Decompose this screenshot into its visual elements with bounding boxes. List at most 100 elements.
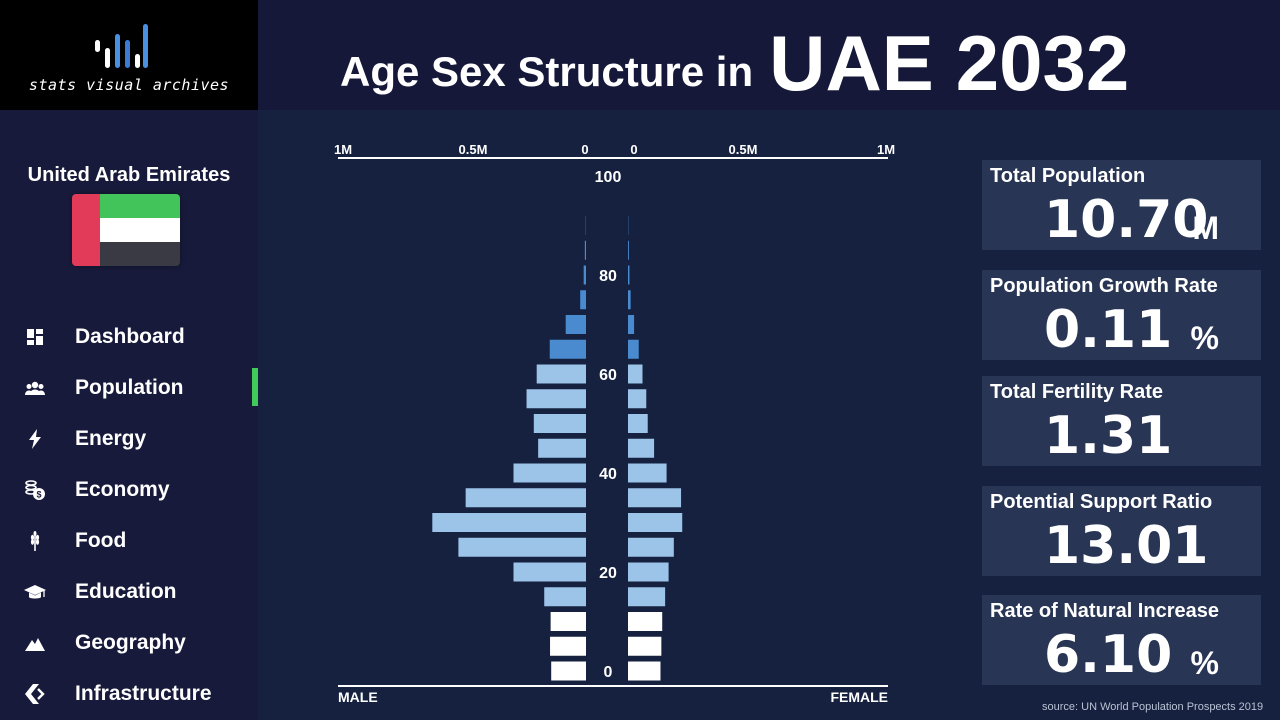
title-prefix: Age Sex Structure in (340, 48, 754, 95)
stat-label: Population Growth Rate (990, 275, 1218, 297)
brand-logo[interactable]: stats visual archives (0, 0, 258, 110)
male-bar (536, 364, 586, 384)
stat-card-growth-rate: Population Growth Rate 0.11 % (982, 270, 1261, 360)
people-icon (25, 381, 45, 395)
female-bar (628, 612, 663, 631)
header-bar: stats visual archives Age Sex Structure … (0, 0, 1280, 110)
sidebar-item-label: Energy (75, 427, 147, 450)
stat-label: Total Population (990, 165, 1146, 187)
age-tick-label: 20 (599, 565, 617, 582)
population-pyramid-chart: 1M 0.5M 0 0 0.5M 1M 100 80 60 40 20 0 MALE FEMALE (258, 110, 958, 720)
sidebar-item-label: Education (75, 580, 177, 603)
male-bar (565, 315, 586, 334)
male-bar (432, 513, 586, 532)
stat-value: 1.31 (1044, 406, 1173, 466)
male-bar (538, 438, 586, 458)
page-title: Age Sex Structure in UAE 2032 (340, 18, 1129, 108)
female-bar (628, 389, 647, 409)
road-icon (25, 684, 45, 704)
brand-name: stats visual archives (28, 76, 230, 94)
male-bar (533, 414, 586, 433)
mountain-icon (25, 638, 45, 651)
male-bar (551, 661, 586, 681)
lightning-icon (29, 429, 41, 449)
age-tick-label: 0 (604, 664, 613, 681)
sidebar-item-geography[interactable]: Geography (0, 620, 258, 664)
age-tick-label: 80 (599, 268, 617, 285)
male-bar (513, 562, 586, 582)
stat-label: Potential Support Ratio (990, 491, 1213, 513)
stat-card-fertility-rate: Total Fertility Rate 1.31 (982, 376, 1261, 466)
wheat-icon (30, 531, 40, 551)
sidebar-item-population[interactable]: Population (0, 365, 258, 409)
x-tick-label: 0 (630, 142, 637, 157)
title-year: 2032 (955, 19, 1130, 107)
stat-value: 6.10 (1044, 625, 1173, 685)
male-bar (550, 612, 586, 631)
female-bar (628, 562, 669, 582)
country-name: United Arab Emirates (27, 164, 231, 186)
stat-value: 10.70 (1044, 190, 1209, 250)
sidebar-item-label: Economy (75, 478, 170, 501)
female-bar (628, 265, 630, 285)
male-bar (583, 265, 586, 285)
stat-value: 13.01 (1044, 516, 1209, 576)
sidebar-item-label: Dashboard (75, 325, 185, 348)
female-bar (628, 290, 631, 310)
x-tick-label: 1M (877, 142, 895, 157)
male-bar (549, 339, 586, 359)
source-note: source: UN World Population Prospects 20… (1042, 701, 1264, 713)
sidebar-item-economy[interactable]: $ Economy (0, 467, 258, 511)
sidebar: United Arab Emirates Dashboard Populatio… (0, 110, 258, 720)
stat-unit: % (1190, 320, 1219, 356)
title-country: UAE (769, 19, 934, 107)
coins-icon: $ (25, 480, 45, 500)
x-tick-label: 0 (581, 142, 588, 157)
stat-card-natural-increase: Rate of Natural Increase 6.10 % (982, 595, 1261, 685)
age-tick-label: 60 (599, 367, 617, 384)
pyramid-svg: 1M 0.5M 0 0 0.5M 1M 100 80 60 40 20 0 MALE FEMALE (334, 142, 895, 705)
x-tick-label: 0.5M (459, 142, 488, 157)
sidebar-item-label: Food (75, 529, 127, 552)
svg-text:$: $ (36, 490, 41, 500)
active-indicator (252, 368, 258, 406)
male-bar (580, 290, 586, 310)
female-bar (628, 364, 643, 384)
sidebar-item-label: Infrastructure (75, 682, 212, 705)
male-bar (544, 587, 586, 607)
x-tick-label: 1M (334, 142, 352, 157)
sidebar-item-dashboard[interactable]: Dashboard (0, 314, 258, 358)
flag-red-band (72, 194, 100, 266)
graduation-cap-icon (24, 585, 46, 599)
flag-green-stripe (100, 194, 180, 218)
sidebar-item-infrastructure[interactable]: Infrastructure (0, 671, 258, 715)
flag-black-stripe (100, 242, 180, 266)
x-tick-label: 0.5M (729, 142, 758, 157)
bars-logo-icon (95, 18, 155, 68)
sidebar-item-label: Population (75, 376, 184, 399)
legend-male: MALE (338, 689, 378, 705)
stat-label: Rate of Natural Increase (990, 600, 1219, 622)
male-bar (465, 488, 586, 508)
female-bar (628, 438, 655, 458)
female-bar (628, 661, 661, 681)
female-bar (628, 513, 683, 532)
stat-card-support-ratio: Potential Support Ratio 13.01 (982, 486, 1261, 576)
male-bar (458, 537, 586, 557)
stat-label: Total Fertility Rate (990, 381, 1163, 403)
female-bar (628, 488, 682, 508)
female-bar (628, 636, 662, 656)
stat-unit: M (1192, 210, 1219, 246)
dashboard-icon (27, 329, 43, 345)
stat-card-total-population: Total Population 10.70 M (982, 160, 1261, 250)
sidebar-item-food[interactable]: Food (0, 518, 258, 562)
age-tick-label: 40 (599, 466, 617, 483)
sidebar-item-energy[interactable]: Energy (0, 416, 258, 460)
sidebar-item-education[interactable]: Education (0, 569, 258, 613)
sidebar-item-label: Geography (75, 631, 186, 654)
male-bar (550, 636, 586, 656)
stat-value: 0.11 (1044, 300, 1173, 360)
age-tick-label: 100 (595, 169, 622, 186)
female-bar (628, 587, 666, 607)
male-bar (513, 463, 586, 483)
